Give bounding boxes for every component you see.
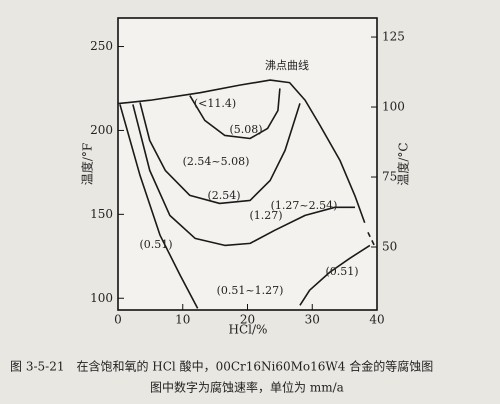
iso-curve xyxy=(367,231,377,249)
y2-tick-label: 125 xyxy=(382,30,405,44)
y2-tick-label: 75 xyxy=(382,170,397,184)
x-tick-label: 0 xyxy=(114,313,122,327)
y-tick-label: 150 xyxy=(90,207,113,221)
region-label: (1.27~2.54) xyxy=(271,199,338,212)
region-label: (0.51) xyxy=(139,238,172,251)
iso-curve xyxy=(119,104,199,309)
y2-tick-label: 50 xyxy=(382,240,397,254)
region-label: (<11.4) xyxy=(194,97,236,110)
region-label: (2.54) xyxy=(207,189,240,202)
x-tick-label: 40 xyxy=(369,313,384,327)
caption: 图 3-5-21 在含饱和氧的 HCl 酸中，00Cr16Ni60Mo16W4 … xyxy=(10,359,433,374)
iso-curve xyxy=(189,88,281,140)
x-axis-title: HCl/% xyxy=(229,323,268,337)
x-tick-label: 30 xyxy=(305,313,320,327)
region-label: (5.08) xyxy=(229,123,262,136)
y2-tick-label: 100 xyxy=(382,100,405,114)
y2-axis-title: 温度/°C xyxy=(396,142,411,185)
y-axis-title: 温度/°F xyxy=(80,143,95,185)
region-label: 沸点曲线 xyxy=(265,58,309,72)
iso-curve xyxy=(132,104,355,247)
iso-curve xyxy=(139,102,301,205)
x-tick-label: 20 xyxy=(240,313,255,327)
iso-curve xyxy=(299,244,371,306)
y-tick-label: 250 xyxy=(90,39,113,53)
region-label: (1.27) xyxy=(249,209,282,222)
iso-curve xyxy=(117,79,366,224)
region-label: (0.51) xyxy=(325,265,358,278)
region-label: (0.51~1.27) xyxy=(217,284,284,297)
caption: 图中数字为腐蚀速率，单位为 mm/a xyxy=(150,380,344,395)
region-label: (2.54~5.08) xyxy=(183,155,250,168)
y-tick-label: 100 xyxy=(90,291,113,305)
x-tick-label: 10 xyxy=(175,313,190,327)
y-tick-label: 200 xyxy=(90,123,113,137)
